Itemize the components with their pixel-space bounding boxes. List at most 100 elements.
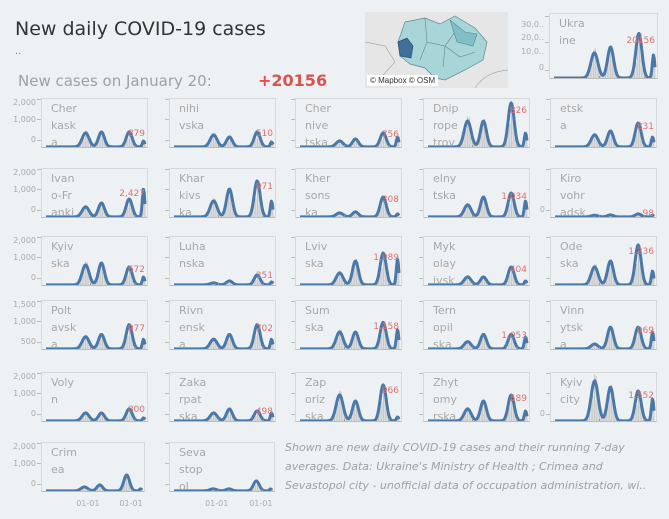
y-tick-label: 1,000	[13, 114, 36, 124]
plot-area[interactable]: Sum ska 1,158	[295, 300, 402, 350]
daily-bar	[228, 191, 230, 217]
region-panel[interactable]: Cher nive tska 756	[291, 98, 402, 148]
plot-area[interactable]: Cher nive tska 756	[295, 98, 402, 148]
y-tick	[165, 342, 169, 343]
daily-bar	[256, 323, 259, 349]
daily-bar	[228, 410, 230, 421]
plot-area[interactable]: etsk a 831	[550, 98, 657, 148]
footnote-line: Sevastopol city - unofficial data of occ…	[285, 479, 647, 492]
region-panel[interactable]: Voly n 800 2,000 1,000 0	[13, 372, 148, 422]
avg-line	[299, 131, 401, 147]
region-panel[interactable]: Zaka rpat ska 498	[165, 372, 276, 422]
plot-area[interactable]: elny tska 1,034	[423, 168, 530, 218]
plot-area[interactable]: Luha nska 251	[169, 236, 276, 286]
plot-area[interactable]: Crim ea	[41, 442, 145, 492]
region-panel[interactable]: Tern opil ska 1,053	[419, 300, 530, 350]
region-panel[interactable]: elny tska 1,034	[419, 168, 530, 218]
region-panel[interactable]: Myk olay ivsk 404	[419, 236, 530, 286]
plot-area[interactable]: Dnip rope trov 826	[423, 98, 530, 148]
plot-area[interactable]: Seva stop ol	[169, 442, 275, 492]
plot-area[interactable]: Zap oriz ska 966	[295, 372, 402, 422]
region-panel[interactable]: Kyiv city 1,552 0	[540, 372, 657, 422]
y-tick-label: 0	[539, 408, 545, 418]
region-panel[interactable]: Luha nska 251	[165, 236, 276, 286]
daily-bar	[505, 416, 508, 421]
region-panel[interactable]: Sum ska 1,158	[291, 300, 402, 350]
region-panel[interactable]: Kiro vohr adsk 98 0	[540, 168, 657, 218]
plot-area[interactable]: Vinn ytsk a 969	[550, 300, 657, 350]
plot-area[interactable]: nihi vska 510	[169, 98, 276, 148]
plot-area[interactable]: Ivan o-Fr anki 2,427	[41, 168, 148, 218]
region-panel[interactable]: Crim ea 2,000 1,000 0 01-01 01-01	[13, 442, 145, 508]
plot-area[interactable]: Lviv ska 1,989	[295, 236, 402, 286]
region-name: Rivn ensk a	[179, 304, 205, 350]
plot-area[interactable]: Kyiv ska 672	[41, 236, 148, 286]
plot-area[interactable]: Ukra ine 20156	[549, 13, 658, 79]
avg-line	[427, 332, 529, 349]
y-tick	[419, 236, 423, 238]
daily-bar	[483, 195, 486, 217]
region-panel[interactable]: Dnip rope trov 826	[419, 98, 530, 148]
daily-bar	[79, 281, 82, 285]
avg-line	[173, 323, 275, 349]
region-panel[interactable]: Ivan o-Fr anki 2,427 2,000 1,000 0	[13, 168, 148, 218]
ukraine-map[interactable]: © Mapbox © OSM	[365, 12, 508, 88]
y-tick	[419, 414, 423, 415]
region-panel[interactable]: Ukra ine 20156 30,0.. 20,0.. 10,0.. 0	[521, 13, 658, 79]
plot-area[interactable]: Myk olay ivsk 404	[423, 236, 530, 286]
daily-bar	[83, 210, 85, 217]
plot-area[interactable]: Kyiv city 1,552	[550, 372, 657, 422]
daily-bar	[609, 263, 611, 285]
region-panel[interactable]: Zap oriz ska 966	[291, 372, 402, 422]
region-panel[interactable]: Cher kask a 879 2,000 1,000 0	[13, 98, 148, 148]
region-panel[interactable]: Vinn ytsk a 969	[546, 300, 657, 350]
region-panel[interactable]: nihi vska 510	[165, 98, 276, 148]
last-value-label: 498	[255, 407, 273, 417]
plot-area[interactable]: Voly n 800	[41, 372, 148, 422]
region-panel[interactable]: Kher sons ka 308	[291, 168, 402, 218]
avg-line	[427, 265, 529, 285]
plot-area[interactable]: Rivn ensk a 702	[169, 300, 276, 350]
daily-bar	[101, 412, 104, 421]
chart-svg	[299, 383, 401, 421]
plot-area[interactable]: Cher kask a 879	[41, 98, 148, 148]
daily-bar	[340, 329, 342, 349]
region-panel[interactable]: Zhyt omy rska 589	[419, 372, 530, 422]
daily-bar	[381, 139, 383, 147]
region-panel[interactable]: Khar kivs ka 971	[165, 168, 276, 218]
daily-bar	[231, 414, 233, 421]
last-value-label: 2,427	[119, 188, 145, 199]
daily-bar	[212, 198, 215, 217]
daily-bar	[610, 45, 612, 78]
daily-bar	[81, 342, 83, 349]
y-tick	[291, 189, 295, 190]
plot-area[interactable]: Polt avsk a 977	[41, 300, 148, 350]
plot-area[interactable]: Kiro vohr adsk 98	[550, 168, 657, 218]
y-tick-label: 1,000	[13, 252, 36, 262]
daily-bar	[609, 132, 611, 147]
plot-area[interactable]: Ode ska 1,236	[550, 236, 657, 286]
map-credit[interactable]: © Mapbox © OSM	[367, 75, 439, 86]
plot-area[interactable]: Tern opil ska 1,053	[423, 300, 530, 350]
region-panel[interactable]: Rivn ensk a 702	[165, 300, 276, 350]
y-tick	[546, 342, 550, 343]
plot-area[interactable]: Zhyt omy rska 589	[423, 372, 530, 422]
daily-bar	[256, 274, 259, 285]
daily-bar	[349, 418, 351, 421]
daily-bar	[592, 345, 594, 349]
map-regions[interactable]	[365, 12, 508, 88]
daily-bar	[593, 263, 596, 285]
plot-area[interactable]: Khar kivs ka 971	[169, 168, 276, 218]
region-panel[interactable]: Lviv ska 1,989	[291, 236, 402, 286]
y-tick	[546, 278, 550, 279]
daily-bar	[512, 196, 514, 217]
plot-area[interactable]: Kher sons ka 308	[295, 168, 402, 218]
last-value-label: 510	[255, 129, 273, 139]
region-panel[interactable]: Kyiv ska 672 2,000 1,000 0	[13, 236, 148, 286]
region-panel[interactable]: etsk a 831	[546, 98, 657, 148]
region-panel[interactable]: Polt avsk a 977 1,500 1,000 500	[13, 300, 148, 350]
last-value-label: 308	[381, 195, 399, 205]
plot-area[interactable]: Zaka rpat ska 498	[169, 372, 276, 422]
region-panel[interactable]: Ode ska 1,236	[546, 236, 657, 286]
region-panel[interactable]: Seva stop ol 01-01 01-01	[165, 442, 275, 508]
